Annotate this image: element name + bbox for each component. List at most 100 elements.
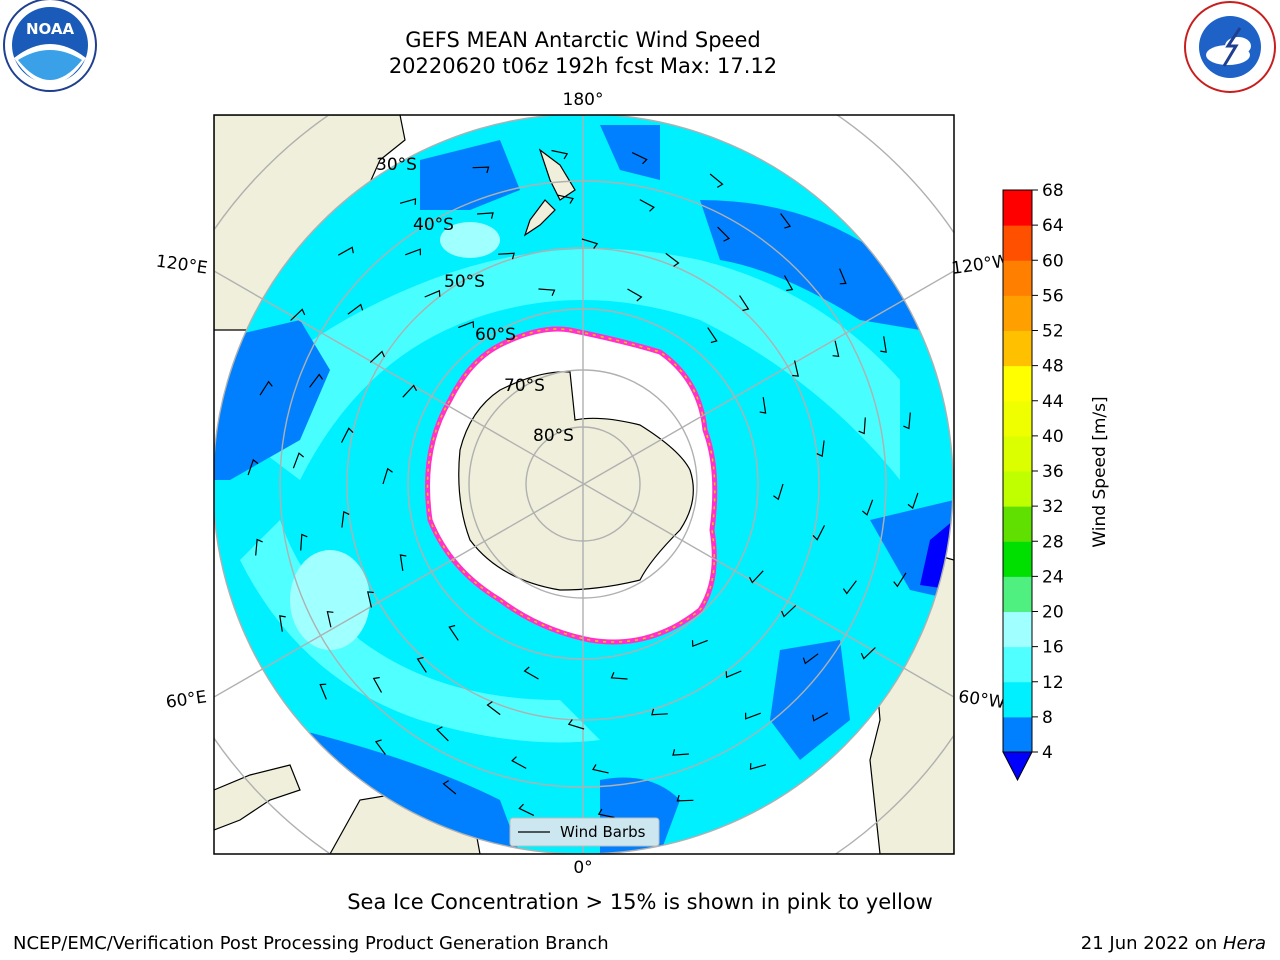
colorbar-segment bbox=[1003, 190, 1032, 226]
map-frame bbox=[213, 114, 955, 855]
colorbar-tick-label: 32 bbox=[1042, 497, 1064, 517]
wind-barb bbox=[338, 246, 354, 256]
wind-barb bbox=[523, 666, 539, 680]
wind-barb bbox=[402, 384, 418, 398]
wind-barb bbox=[816, 440, 825, 458]
lat-label-70s: 70°S bbox=[504, 376, 545, 396]
wind-barb bbox=[498, 252, 515, 260]
wind-barb bbox=[367, 591, 374, 608]
chart-title: GEFS MEAN Antarctic Wind Speed bbox=[405, 28, 761, 52]
lon-label-180: 180° bbox=[563, 90, 604, 110]
wind-barb bbox=[759, 397, 767, 414]
wind-barb bbox=[745, 712, 761, 720]
wind-barb bbox=[247, 458, 259, 476]
wind-barb bbox=[780, 213, 792, 229]
wind-barb bbox=[597, 808, 615, 819]
wind-barb bbox=[676, 794, 694, 802]
colorbar-tick-label: 20 bbox=[1042, 603, 1064, 623]
lon-label-0: 0° bbox=[573, 858, 592, 878]
wind-barb bbox=[399, 554, 407, 571]
wind-barb bbox=[477, 212, 494, 219]
wind-barb bbox=[486, 701, 501, 716]
wind-barb bbox=[458, 320, 475, 329]
wind-barb bbox=[511, 756, 527, 769]
nws-logo bbox=[1184, 1, 1276, 93]
colorbar-tick-label: 28 bbox=[1042, 532, 1064, 552]
lon-label-60e: 60°E bbox=[165, 687, 208, 712]
wind-barb bbox=[903, 412, 911, 430]
colorbar-segment bbox=[1003, 681, 1032, 718]
lat-label-40s: 40°S bbox=[413, 215, 454, 235]
colorbar-segment bbox=[1003, 506, 1032, 542]
wind-barb bbox=[781, 605, 797, 618]
wind-barb bbox=[739, 295, 750, 312]
wind-barb bbox=[292, 452, 304, 469]
wind-barb bbox=[538, 288, 556, 296]
wind-barb bbox=[518, 803, 535, 816]
wind-barb bbox=[832, 340, 840, 357]
wind-barb bbox=[290, 308, 306, 321]
wind-barb bbox=[839, 268, 847, 285]
wind-barb bbox=[319, 683, 327, 700]
graticule bbox=[214, 115, 954, 854]
footer-machine: Hera bbox=[1222, 933, 1266, 954]
wind-barb bbox=[255, 538, 263, 556]
colorbar-segment bbox=[1003, 365, 1032, 402]
wind-barb bbox=[627, 288, 643, 302]
wind-barb bbox=[880, 336, 887, 353]
noaa-logo-text: NOAA bbox=[26, 20, 75, 38]
wind-barb bbox=[340, 427, 354, 443]
lat-label-30s: 30°S bbox=[376, 155, 417, 175]
chart-subtitle: 20220620 t06z 192h fcst Max: 17.12 bbox=[388, 54, 778, 78]
wind-barb bbox=[341, 510, 350, 528]
wind-barb bbox=[783, 275, 794, 292]
wind-barb bbox=[374, 739, 386, 755]
lat-label-80s: 80°S bbox=[533, 426, 574, 446]
wind-barb bbox=[581, 238, 599, 249]
wind-barb bbox=[424, 289, 441, 298]
wind-barb bbox=[639, 199, 655, 212]
lon-label-60w: 60°W bbox=[957, 687, 1006, 713]
colorbar-tick-label: 64 bbox=[1042, 216, 1064, 236]
caption: Sea Ice Concentration > 15% is shown in … bbox=[347, 890, 933, 914]
colorbar-segment bbox=[1003, 435, 1032, 472]
wind-speed-field bbox=[214, 125, 953, 854]
lon-label-120e: 120°E bbox=[155, 252, 209, 279]
wind-barb bbox=[773, 483, 784, 501]
wind-barb bbox=[399, 198, 417, 205]
colorbar-tick-label: 44 bbox=[1042, 392, 1064, 412]
wind-barb bbox=[369, 350, 385, 363]
wind-barb bbox=[749, 763, 767, 770]
colorbar-label: Wind Speed [m/s] bbox=[1090, 396, 1110, 547]
wind-barb bbox=[382, 467, 393, 485]
wind-barb bbox=[309, 373, 324, 388]
legend-label: Wind Barbs bbox=[560, 823, 646, 841]
colorbar-tick-label: 4 bbox=[1042, 743, 1053, 763]
colorbar-segment bbox=[1003, 646, 1032, 683]
wind-barbs bbox=[247, 149, 919, 819]
wind-barb bbox=[725, 670, 742, 679]
wind-barb bbox=[672, 749, 689, 756]
colorbar-segment bbox=[1003, 611, 1032, 648]
colorbar-tick-label: 8 bbox=[1042, 708, 1053, 728]
wind-barb bbox=[812, 525, 826, 541]
wind-barb bbox=[372, 676, 383, 693]
wind-barb bbox=[893, 572, 907, 588]
wind-barb bbox=[748, 570, 764, 584]
wind-barb bbox=[907, 492, 919, 510]
wind-barb bbox=[592, 764, 609, 774]
footer-date-text: 21 Jun 2022 on bbox=[1080, 933, 1223, 954]
wind-barb bbox=[691, 639, 708, 648]
noaa-logo: NOAA bbox=[3, 0, 97, 92]
wind-barb bbox=[300, 533, 308, 551]
colorbar-segment bbox=[1003, 716, 1032, 753]
colorbar-segment bbox=[1003, 400, 1032, 437]
wind-barb bbox=[709, 173, 724, 188]
wind-barb bbox=[858, 417, 866, 435]
colorbar-tick-label: 48 bbox=[1042, 357, 1064, 377]
colorbar-tick-label: 68 bbox=[1042, 181, 1064, 201]
colorbar-tick-label: 60 bbox=[1042, 251, 1064, 271]
new-zealand bbox=[523, 148, 576, 237]
colorbar-segment bbox=[1003, 225, 1032, 261]
lat-label-50s: 50°S bbox=[444, 272, 485, 292]
